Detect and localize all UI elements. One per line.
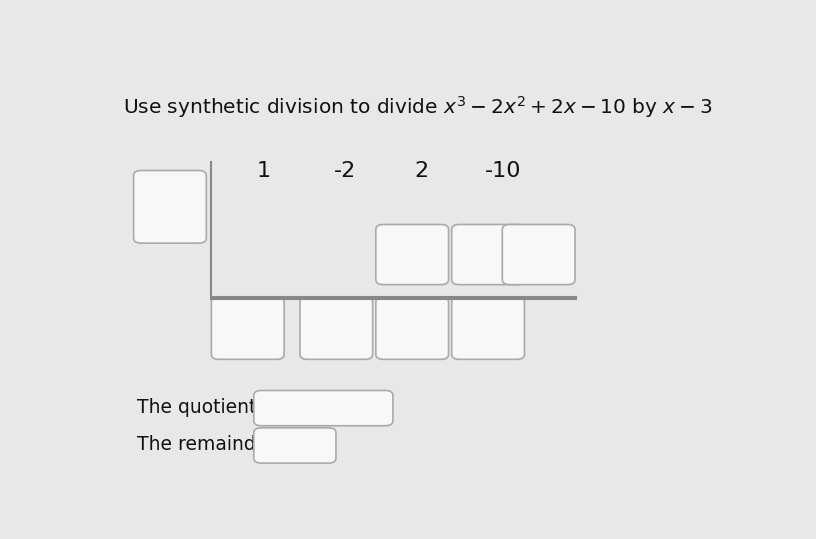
FancyBboxPatch shape — [211, 297, 284, 360]
FancyBboxPatch shape — [134, 170, 206, 243]
FancyBboxPatch shape — [254, 428, 336, 463]
FancyBboxPatch shape — [300, 297, 373, 360]
Text: -10: -10 — [486, 161, 521, 181]
FancyBboxPatch shape — [376, 297, 449, 360]
Text: The remainder is:: The remainder is: — [137, 435, 302, 454]
Text: 1: 1 — [256, 161, 270, 181]
FancyBboxPatch shape — [452, 297, 525, 360]
Text: 2: 2 — [415, 161, 428, 181]
FancyBboxPatch shape — [503, 224, 575, 285]
Text: -2: -2 — [335, 161, 357, 181]
Text: The quotient is:: The quotient is: — [137, 398, 283, 417]
FancyBboxPatch shape — [376, 224, 449, 285]
FancyBboxPatch shape — [452, 224, 525, 285]
FancyBboxPatch shape — [254, 390, 392, 426]
Text: Use synthetic division to divide $x^3 - 2x^2 + 2x - 10$ by $x - 3$: Use synthetic division to divide $x^3 - … — [123, 94, 713, 120]
